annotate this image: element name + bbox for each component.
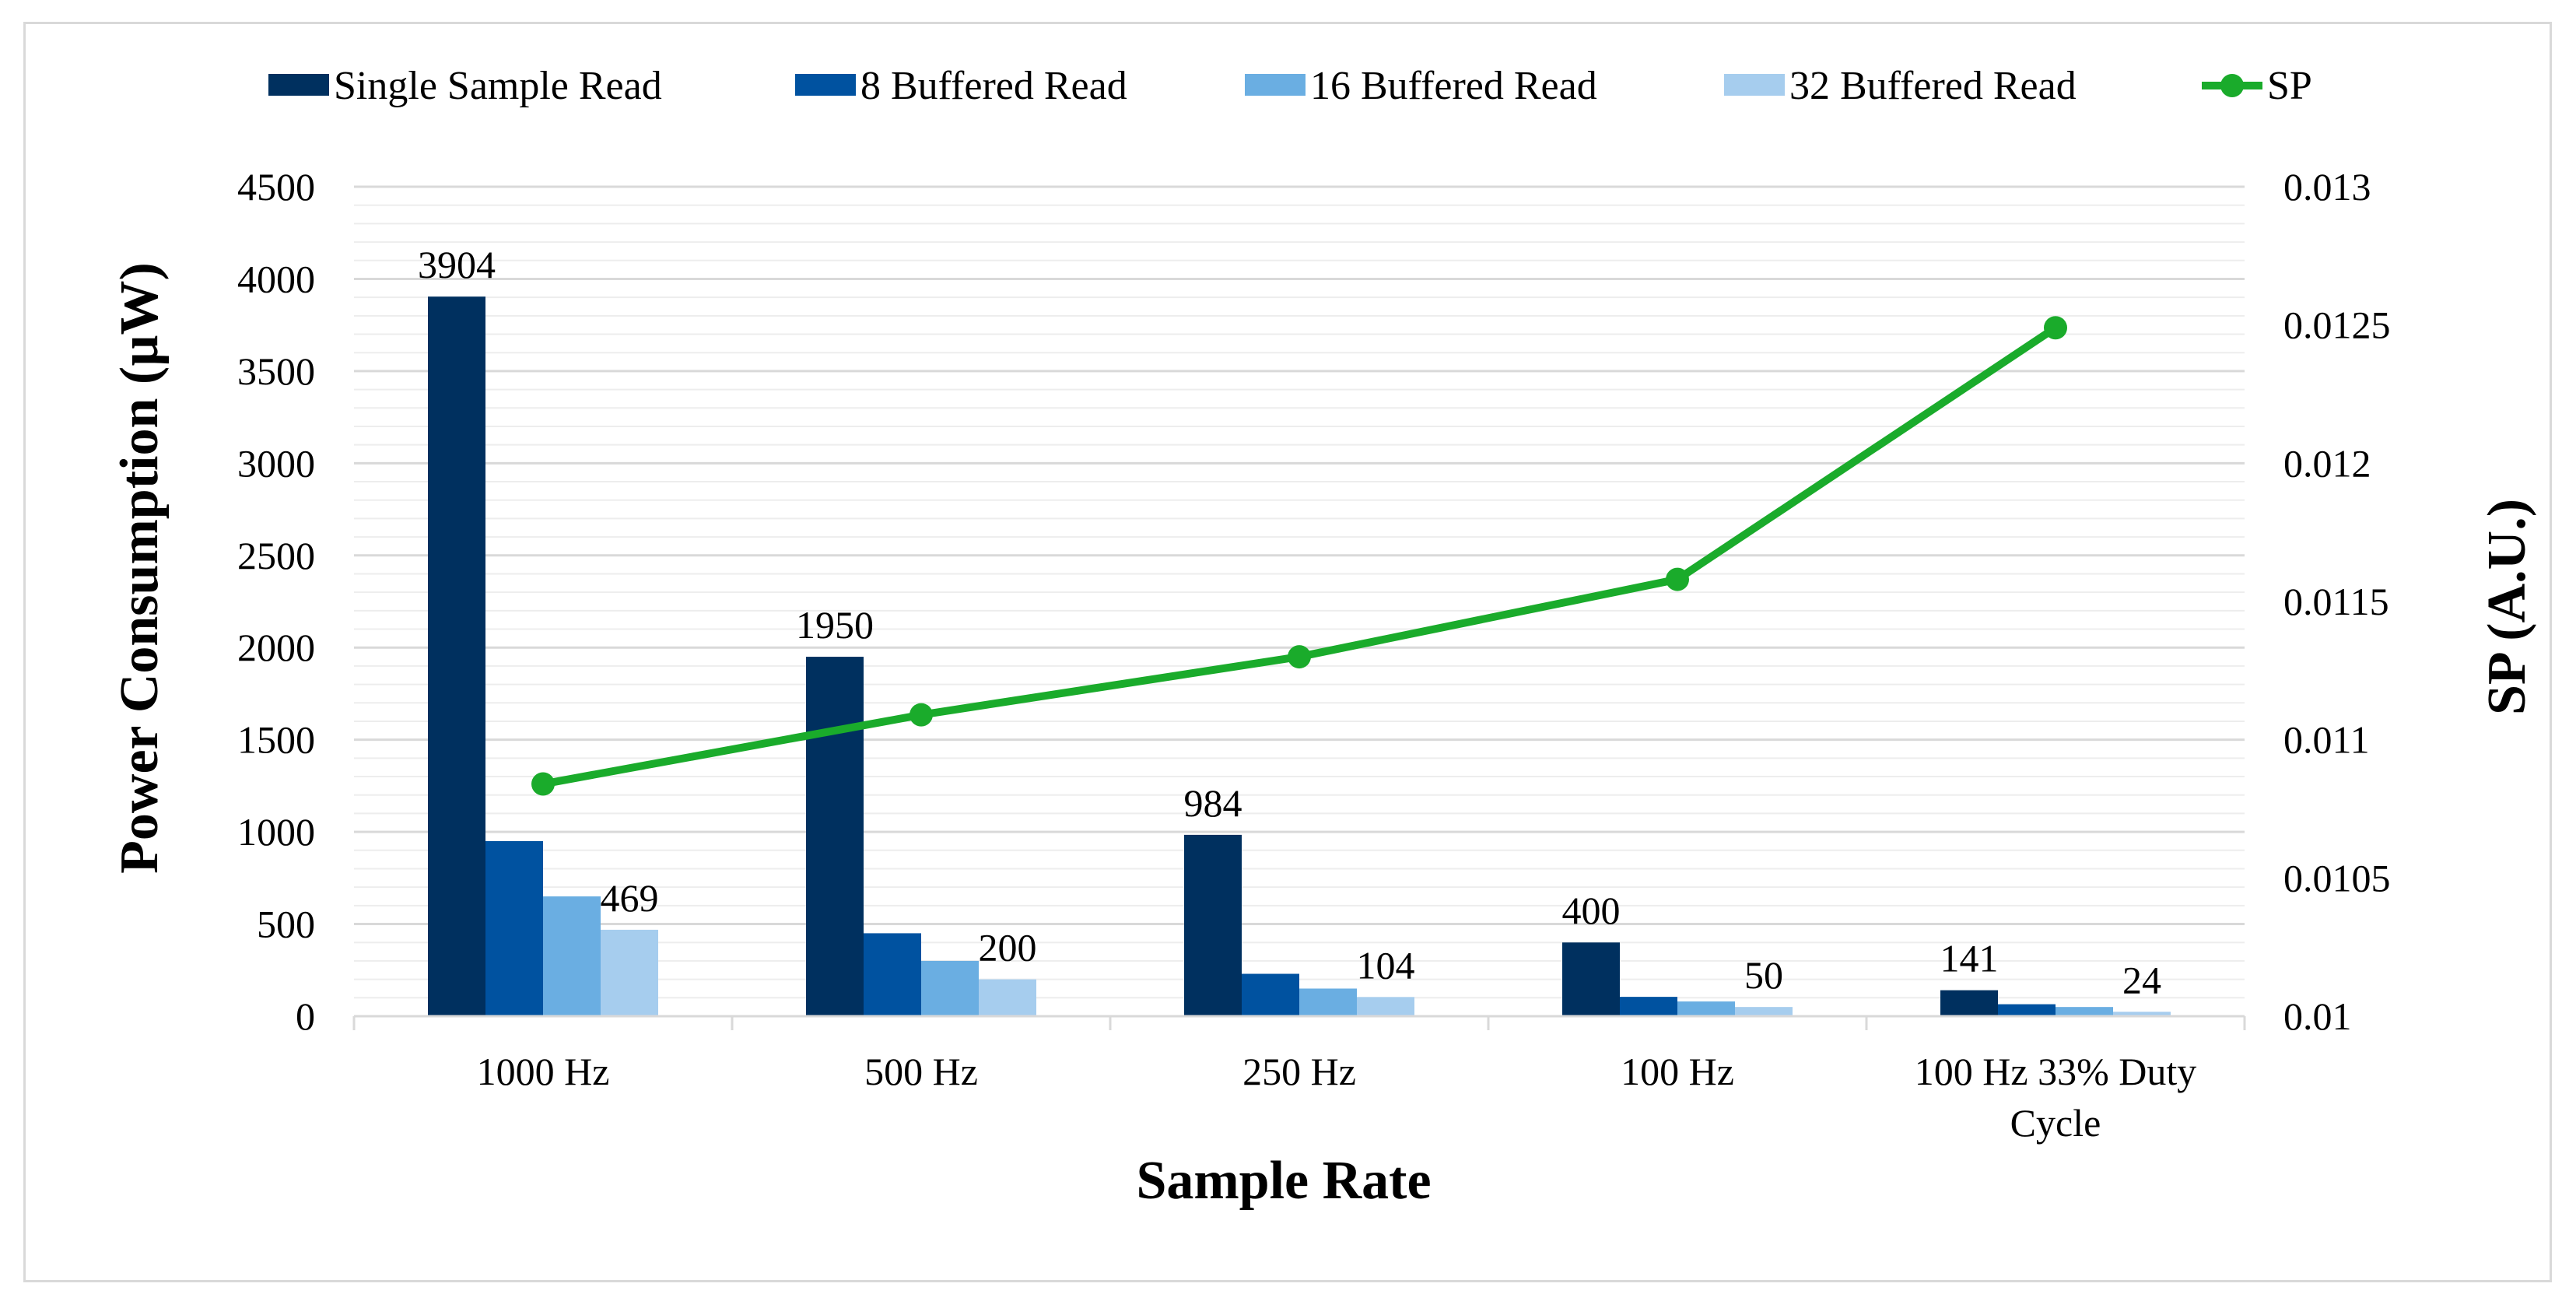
bar-32-buffered-read	[2113, 1012, 2171, 1016]
legend-label: 32 Buffered Read	[1789, 64, 2077, 108]
y-tick-label: 1500	[237, 718, 315, 762]
bar-16-buffered-read	[543, 896, 601, 1016]
legend-item: 16 Buffered Read	[1245, 64, 1597, 108]
legend-label: Single Sample Read	[334, 64, 662, 108]
y2-tick-label: 0.012	[2283, 441, 2371, 485]
legend-label: 8 Buffered Read	[860, 64, 1127, 108]
bar-16-buffered-read	[1299, 988, 1357, 1016]
data-label: 50	[1744, 953, 1783, 997]
data-label: 3904	[418, 243, 496, 286]
y2-tick-label: 0.011	[2283, 718, 2370, 762]
bar-16-buffered-read	[921, 960, 979, 1016]
legend-item: 8 Buffered Read	[795, 64, 1127, 108]
data-label: 469	[601, 876, 659, 920]
legend-swatch	[268, 74, 329, 96]
bar-8-buffered-read	[1242, 973, 1299, 1016]
sp-point	[1288, 645, 1311, 669]
bar-8-buffered-read	[485, 840, 543, 1016]
bar-single-sample-read	[1940, 990, 1998, 1016]
sp-point	[2044, 316, 2067, 340]
sp-point	[909, 703, 933, 727]
y-tick-label: 0	[296, 994, 315, 1038]
y2-tick-label: 0.0125	[2283, 303, 2391, 347]
y-tick-label: 2000	[237, 626, 315, 669]
data-label: 104	[1357, 943, 1415, 987]
y-tick-label: 3500	[237, 349, 315, 393]
x-tick-label: 500 Hz	[864, 1050, 978, 1093]
legend-item: Single Sample Read	[268, 64, 662, 108]
y2-tick-label: 0.01	[2283, 994, 2352, 1038]
bar-32-buffered-read	[979, 979, 1036, 1016]
data-labels: 3904 469 1950 200 984 104 400 50 141 24	[418, 243, 2161, 1001]
data-label: 1950	[796, 603, 874, 647]
y-tick-label: 500	[257, 903, 315, 946]
sp-point	[1666, 567, 1689, 591]
legend-label: SP	[2267, 64, 2312, 108]
legend-swatch	[1245, 74, 1306, 96]
y2-tick-label: 0.013	[2283, 165, 2371, 209]
x-tick-label: 250 Hz	[1242, 1050, 1356, 1093]
y-axis-title: Power Consumption (µW)	[110, 262, 170, 874]
legend-swatch	[795, 74, 856, 96]
legend-item: SP	[2202, 64, 2312, 108]
y2-tick-label: 0.0115	[2283, 580, 2389, 623]
bar-single-sample-read	[1184, 834, 1242, 1016]
x-axis-title: Sample Rate	[1136, 1151, 1431, 1211]
legend-swatch	[1724, 74, 1785, 96]
data-label: 984	[1184, 781, 1242, 825]
y-tick-label: 4500	[237, 165, 315, 209]
bar-8-buffered-read	[1998, 1004, 2056, 1016]
x-tick-label: 1000 Hz	[477, 1050, 610, 1093]
bar-16-buffered-read	[1677, 1001, 1735, 1016]
y-tick-label: 4000	[237, 257, 315, 300]
bar-single-sample-read	[428, 296, 485, 1016]
data-label: 200	[979, 926, 1037, 970]
legend-label: 16 Buffered Read	[1310, 64, 1597, 108]
bar-16-buffered-read	[2056, 1007, 2113, 1016]
data-label: 400	[1562, 889, 1621, 932]
x-tick-label: 100 Hz	[1621, 1050, 1734, 1093]
legend-marker	[2220, 74, 2244, 97]
axes: 0 500 1000 1500 2000 2500 3000 3500 4000 4500 0.01…	[237, 165, 2391, 1145]
bars	[428, 296, 2171, 1016]
bar-32-buffered-read	[1735, 1007, 1793, 1016]
bar-8-buffered-read	[1620, 997, 1677, 1016]
y2-axis-title: SP (A.U.)	[2477, 499, 2537, 715]
bar-32-buffered-read	[601, 929, 658, 1016]
y2-tick-label: 0.0105	[2283, 856, 2391, 899]
bar-32-buffered-read	[1357, 997, 1414, 1016]
bar-single-sample-read	[1562, 942, 1620, 1016]
data-label: 141	[1940, 937, 1999, 980]
bar-8-buffered-read	[864, 933, 921, 1016]
y-tick-label: 2500	[237, 534, 315, 577]
legend: Single Sample Read 8 Buffered Read 16 Buff…	[268, 64, 2312, 108]
y-tick-label: 1000	[237, 810, 315, 854]
sp-line	[531, 316, 2067, 796]
data-label: 24	[2122, 958, 2161, 1001]
legend-item: 32 Buffered Read	[1724, 64, 2077, 108]
x-tick-label: 100 Hz 33% Duty Cycle	[1915, 1050, 2196, 1145]
sp-point	[531, 772, 555, 796]
y-tick-label: 3000	[237, 441, 315, 485]
bar-single-sample-read	[806, 657, 864, 1016]
